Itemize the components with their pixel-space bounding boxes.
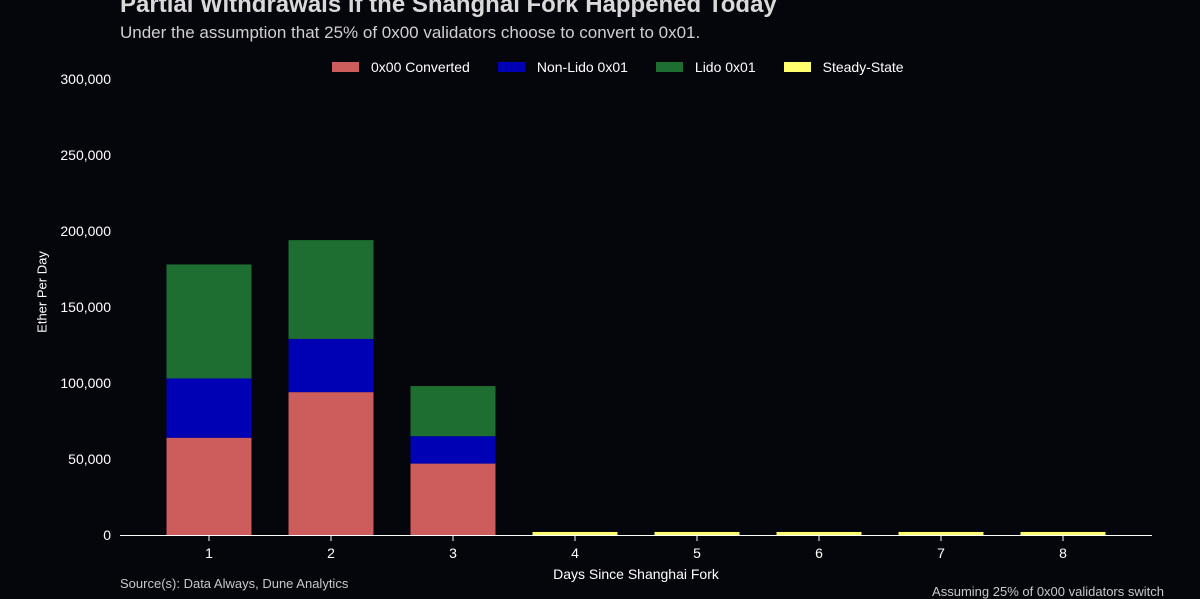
legend-item-steady-state: Steady-State <box>783 59 904 75</box>
legend-swatch <box>655 62 683 72</box>
x-tick-label: 3 <box>449 545 457 561</box>
legend-label: 0x00 Converted <box>371 59 470 75</box>
bar-segment-non-lido-0x01-day-2 <box>288 338 374 393</box>
x-tick-label: 4 <box>571 545 579 561</box>
x-axis: 1 2 3 4 5 6 7 8 <box>205 536 1067 561</box>
bar-segment-non-lido-0x01-day-1 <box>166 378 252 438</box>
x-tick-label: 5 <box>693 545 701 561</box>
legend-label: Steady-State <box>822 59 904 75</box>
legend-item-0x00-converted: 0x00 Converted <box>332 59 470 75</box>
bar-segment-0x00-converted-day-3 <box>410 463 496 535</box>
legend: 0x00 Converted Non-Lido 0x01 Lido 0x01 S… <box>332 58 932 76</box>
y-tick-label: 100,000 <box>60 375 111 391</box>
bar-segment-lido-0x01-day-3 <box>410 386 496 437</box>
bar-segment-lido-0x01-day-1 <box>166 264 252 379</box>
y-axis: 0 50,000 100,000 150,000 200,000 250,000 300,0… <box>60 71 111 543</box>
y-tick-label: 50,000 <box>68 451 111 467</box>
bar-segment-non-lido-0x01-day-3 <box>410 436 496 464</box>
bar-segment-steady-state-day-8 <box>1020 531 1106 535</box>
x-axis-label: Days Since Shanghai Fork <box>553 566 719 582</box>
bars <box>166 240 1106 535</box>
legend-item-lido-0x01: Lido 0x01 <box>655 59 756 75</box>
x-tick-label: 1 <box>205 545 213 561</box>
bar-segment-steady-state-day-5 <box>654 531 740 535</box>
legend-label: Non-Lido 0x01 <box>536 59 628 75</box>
legend-swatch <box>497 62 525 72</box>
chart-title: Partial Withdrawals if the Shanghai Fork… <box>120 0 777 18</box>
y-tick-label: 300,000 <box>60 71 111 87</box>
bar-segment-0x00-converted-day-1 <box>166 437 252 535</box>
bar-segment-steady-state-day-4 <box>532 531 618 535</box>
footnote: Assuming 25% of 0x00 validators switch <box>932 584 1164 599</box>
bar-segment-steady-state-day-7 <box>898 531 984 535</box>
y-tick-label: 150,000 <box>60 299 111 315</box>
x-tick-label: 7 <box>937 545 945 561</box>
chart-subtitle: Under the assumption that 25% of 0x00 va… <box>120 23 701 42</box>
y-tick-label: 0 <box>103 527 111 543</box>
y-tick-label: 250,000 <box>60 147 111 163</box>
legend-swatch <box>332 62 359 72</box>
legend-swatch <box>783 62 811 72</box>
y-axis-label: Ether Per Day <box>34 251 50 333</box>
legend-label: Lido 0x01 <box>694 59 756 75</box>
legend-item-non-lido-0x01: Non-Lido 0x01 <box>497 59 628 75</box>
x-tick-label: 2 <box>327 545 335 561</box>
source-note: Source(s): Data Always, Dune Analytics <box>120 576 349 591</box>
bar-segment-0x00-converted-day-2 <box>288 392 374 535</box>
y-tick-label: 200,000 <box>60 223 111 239</box>
x-tick-label: 8 <box>1059 545 1067 561</box>
bar-segment-lido-0x01-day-2 <box>288 240 374 339</box>
bar-segment-steady-state-day-6 <box>776 531 862 535</box>
x-tick-label: 6 <box>815 545 823 561</box>
